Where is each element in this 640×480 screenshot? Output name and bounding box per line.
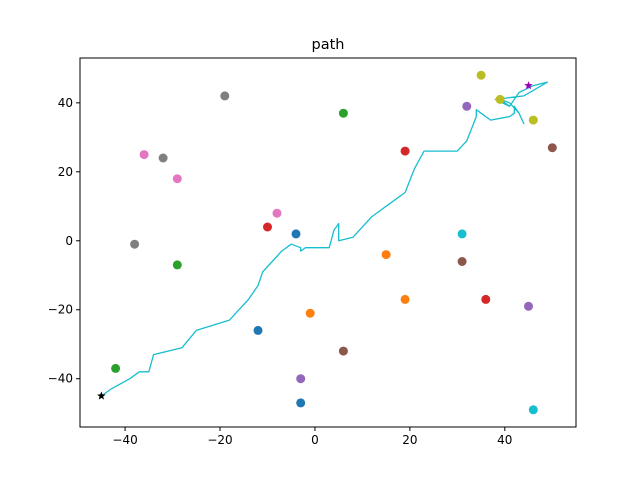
x-tick-label: −20 [207, 433, 232, 447]
axes-layer: −40 −20 0 20 40 −40 −20 0 20 40 [48, 57, 577, 447]
scatter-point-11 [481, 294, 491, 304]
start-star-marker [97, 391, 106, 400]
y-tick-label: 20 [58, 165, 73, 179]
y-tick-label: −20 [48, 303, 73, 317]
x-tick-label: 0 [311, 433, 319, 447]
y-tick-label: −40 [48, 372, 73, 386]
scatter-point-25 [495, 94, 505, 104]
path-line [101, 81, 549, 397]
scatter-point-18 [139, 150, 149, 160]
scatter-point-15 [547, 143, 557, 153]
scatter-point-0 [291, 229, 301, 239]
scatter-point-2 [296, 398, 306, 408]
scatter-point-24 [476, 70, 486, 80]
y-tick-label: 0 [65, 234, 73, 248]
scatter-point-10 [263, 222, 272, 232]
scatter-point-26 [528, 115, 538, 125]
scatter-point-14 [296, 374, 306, 384]
x-tick-label: 20 [402, 433, 417, 447]
x-tick-label: 40 [497, 433, 512, 447]
scatter-point-19 [172, 174, 182, 184]
scatter-point-27 [457, 229, 467, 239]
markers-layer [97, 81, 533, 400]
scatter-point-3 [305, 308, 315, 318]
path-layer [101, 81, 549, 397]
scatter-point-23 [130, 239, 140, 249]
scatter-point-6 [338, 108, 348, 118]
goal-star-marker [524, 81, 533, 90]
scatter-point-9 [400, 146, 410, 156]
scatter-point-13 [524, 301, 533, 311]
chart-title: path [312, 37, 345, 53]
scatter-point-20 [272, 208, 282, 218]
scatter-point-12 [462, 101, 472, 111]
scatter-point-17 [338, 346, 348, 356]
scatter-point-16 [457, 257, 467, 266]
scatter-point-1 [253, 325, 263, 335]
scatter-point-5 [400, 294, 410, 304]
scatter-point-4 [381, 250, 391, 260]
scatter-point-22 [158, 153, 168, 163]
scatter-point-8 [111, 363, 121, 373]
y-tick-label: 40 [58, 96, 73, 110]
x-tick-label: −40 [112, 433, 137, 447]
scatter-point-28 [528, 405, 538, 415]
points-layer [111, 70, 557, 415]
scatter-point-21 [220, 91, 230, 101]
plot-frame [79, 57, 577, 428]
scatter-point-7 [172, 260, 182, 270]
